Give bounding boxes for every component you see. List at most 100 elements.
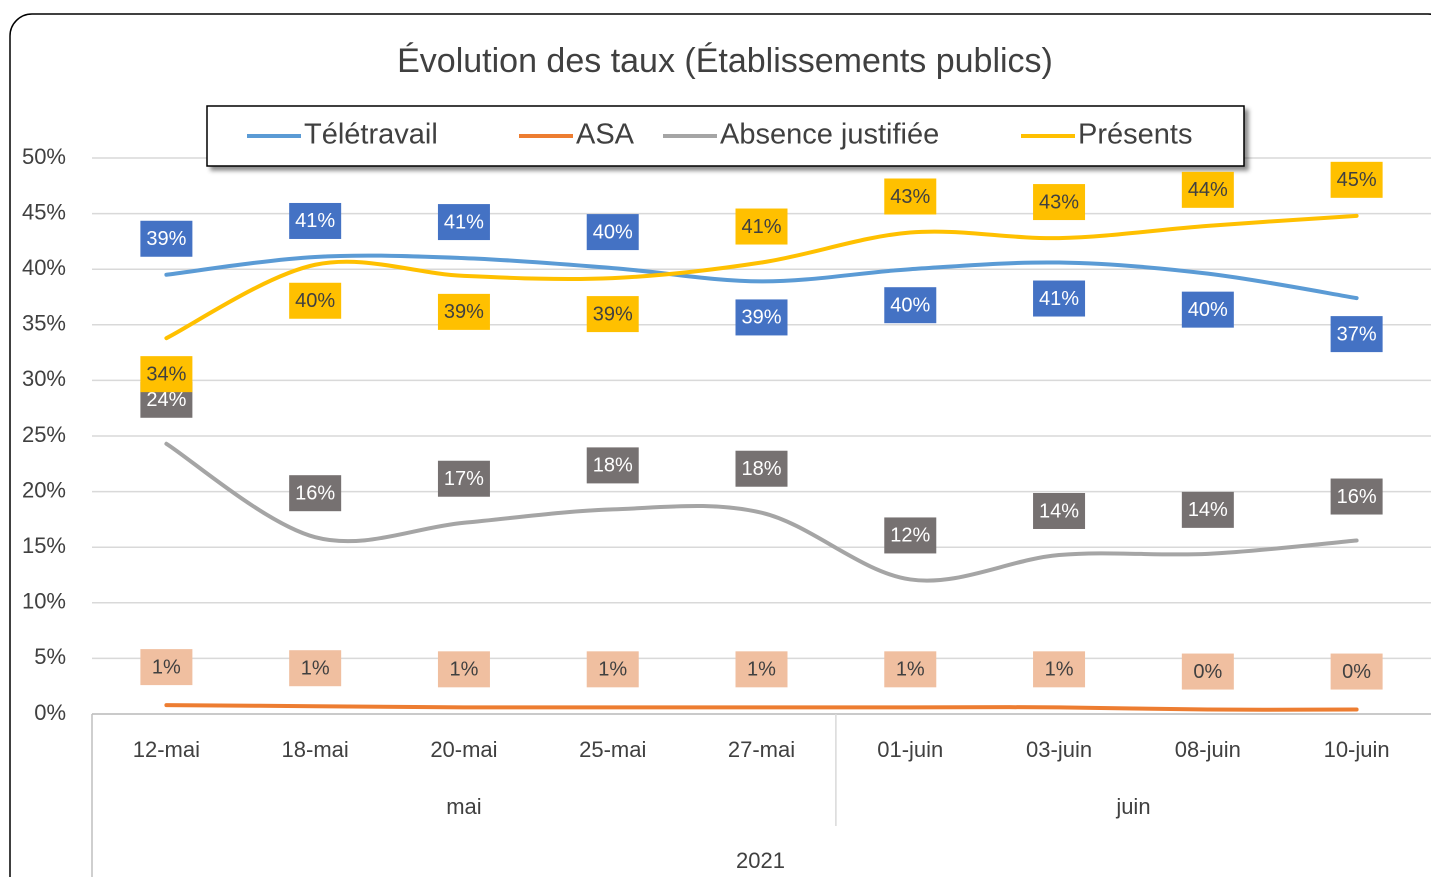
data-label: 1% xyxy=(747,659,776,681)
y-tick-label: 0% xyxy=(34,700,66,725)
data-label: 16% xyxy=(295,482,335,504)
data-label: 43% xyxy=(1039,191,1079,213)
data-label: 1% xyxy=(152,656,181,678)
data-label: 0% xyxy=(1342,661,1371,683)
x-tick-label: 08-juin xyxy=(1175,737,1241,762)
data-label-box xyxy=(1033,492,1086,529)
data-label-box xyxy=(884,178,937,215)
data-label-box xyxy=(735,208,788,245)
data-label: 1% xyxy=(1045,659,1074,681)
data-label: 24% xyxy=(146,389,186,411)
data-label-box xyxy=(1181,491,1234,528)
group-label: mai xyxy=(446,794,481,819)
data-label-box xyxy=(1181,291,1234,328)
x-tick-label: 18-mai xyxy=(282,737,349,762)
y-tick-label: 25% xyxy=(22,422,66,447)
data-label-box xyxy=(1033,184,1086,221)
data-label: 39% xyxy=(741,307,781,329)
data-label-box xyxy=(1033,651,1086,688)
data-label-box xyxy=(140,649,193,686)
data-label: 17% xyxy=(444,468,484,490)
x-tick-label: 12-mai xyxy=(133,737,200,762)
series-line xyxy=(164,213,1359,341)
data-label-box xyxy=(884,517,937,554)
data-label-box xyxy=(437,460,490,497)
data-label-box xyxy=(1330,316,1383,353)
group-label: juin xyxy=(1115,794,1150,819)
data-label: 37% xyxy=(1337,323,1377,345)
data-label-box xyxy=(586,651,639,688)
data-label: 40% xyxy=(295,290,335,312)
data-label-box xyxy=(437,651,490,688)
data-label-box xyxy=(1181,653,1234,690)
data-label: 1% xyxy=(449,659,478,681)
data-label-box xyxy=(140,220,193,257)
data-label: 41% xyxy=(741,216,781,238)
data-label-box xyxy=(289,475,342,512)
y-tick-label: 20% xyxy=(22,477,66,502)
y-tick-label: 10% xyxy=(22,589,66,614)
data-label: 1% xyxy=(301,657,330,679)
y-tick-label: 45% xyxy=(22,199,66,224)
legend-label: ASA xyxy=(576,119,635,151)
data-label-box xyxy=(586,214,639,251)
data-label: 39% xyxy=(146,228,186,250)
data-label: 18% xyxy=(593,455,633,477)
data-label: 0% xyxy=(1193,661,1222,683)
data-label-box xyxy=(140,356,193,393)
data-label: 16% xyxy=(1337,486,1377,508)
y-tick-label: 50% xyxy=(22,144,66,169)
data-label: 45% xyxy=(1337,169,1377,191)
x-tick-label: 03-juin xyxy=(1026,737,1092,762)
data-label-box xyxy=(1330,478,1383,515)
data-label: 18% xyxy=(741,458,781,480)
data-label: 1% xyxy=(896,659,925,681)
data-label-box xyxy=(437,204,490,241)
data-label-box xyxy=(735,651,788,688)
data-label-box xyxy=(1330,161,1383,198)
data-label-box xyxy=(884,651,937,688)
chart-title: Évolution des taux (Établissements publi… xyxy=(397,42,1053,80)
data-label: 14% xyxy=(1039,500,1079,522)
data-label: 12% xyxy=(890,525,930,547)
data-label: 34% xyxy=(146,363,186,385)
data-label: 14% xyxy=(1188,499,1228,521)
y-tick-label: 15% xyxy=(22,533,66,558)
y-tick-label: 5% xyxy=(34,644,66,669)
x-tick-label: 25-mai xyxy=(579,737,646,762)
data-label: 44% xyxy=(1188,179,1228,201)
data-label-box xyxy=(1181,171,1234,208)
legend-label: Présents xyxy=(1078,119,1192,151)
legend-label: Télétravail xyxy=(304,119,438,151)
data-label-box xyxy=(437,293,490,330)
x-tick-label: 20-mai xyxy=(430,737,497,762)
data-label-box xyxy=(289,650,342,687)
data-label: 43% xyxy=(890,186,930,208)
data-label: 39% xyxy=(444,301,484,323)
data-label: 41% xyxy=(295,210,335,232)
data-label: 41% xyxy=(444,211,484,233)
data-label-box xyxy=(1330,653,1383,690)
data-label-box xyxy=(586,296,639,333)
y-tick-label: 40% xyxy=(22,255,66,280)
data-label: 40% xyxy=(1188,299,1228,321)
data-label: 1% xyxy=(598,659,627,681)
year-label: 2021 xyxy=(736,848,785,873)
y-tick-label: 35% xyxy=(22,311,66,336)
x-tick-label: 10-juin xyxy=(1324,737,1390,762)
data-label: 40% xyxy=(593,221,633,243)
x-tick-label: 27-mai xyxy=(728,737,795,762)
series-line xyxy=(164,253,1359,301)
series-line xyxy=(164,703,1359,712)
legend-label: Absence justifiée xyxy=(720,119,939,151)
x-tick-label: 01-juin xyxy=(877,737,943,762)
data-label-box xyxy=(289,282,342,319)
data-label-box xyxy=(289,202,342,239)
data-label: 41% xyxy=(1039,288,1079,310)
data-label-box xyxy=(884,287,937,324)
data-label-box xyxy=(735,299,788,336)
data-label-box xyxy=(586,447,639,484)
data-label-box xyxy=(1033,280,1086,317)
data-label-box xyxy=(735,450,788,487)
